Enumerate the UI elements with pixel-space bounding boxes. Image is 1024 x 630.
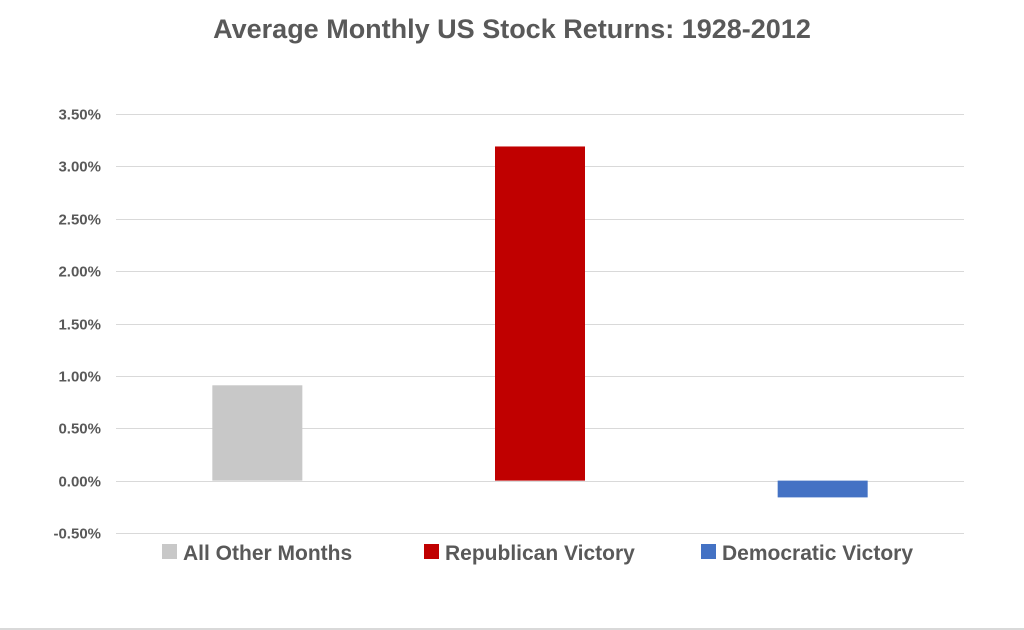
bars [212, 146, 868, 498]
bar-republican-victory [495, 146, 585, 481]
legend-label: Democratic Victory [722, 542, 913, 565]
y-tick-label: 3.50% [58, 107, 101, 124]
y-tick-label: 3.00% [58, 159, 101, 176]
chart-title: Average Monthly US Stock Returns: 1928-2… [213, 14, 811, 44]
legend-label: Republican Victory [445, 542, 635, 565]
legend: All Other Months Republican Victory Democr… [162, 542, 913, 565]
legend-swatch [424, 544, 439, 559]
bottom-divider [0, 628, 1024, 630]
legend-swatch [162, 544, 177, 559]
y-tick-label: 2.50% [58, 212, 101, 229]
y-axis-ticks: -0.50% 0.00% 0.50% 1.00% 1.50% 2.00% 2.50% 3.00… [53, 107, 101, 543]
bar-democratic-victory [777, 480, 868, 498]
y-tick-label: -0.50% [53, 526, 101, 543]
y-tick-label: 1.50% [58, 317, 101, 334]
bar-all-other-months [212, 385, 303, 481]
y-tick-label: 0.50% [58, 421, 101, 438]
y-tick-label: 0.00% [58, 474, 101, 491]
legend-swatch [701, 544, 716, 559]
legend-label: All Other Months [183, 542, 352, 565]
y-tick-label: 2.00% [58, 264, 101, 281]
y-tick-label: 1.00% [58, 369, 101, 386]
